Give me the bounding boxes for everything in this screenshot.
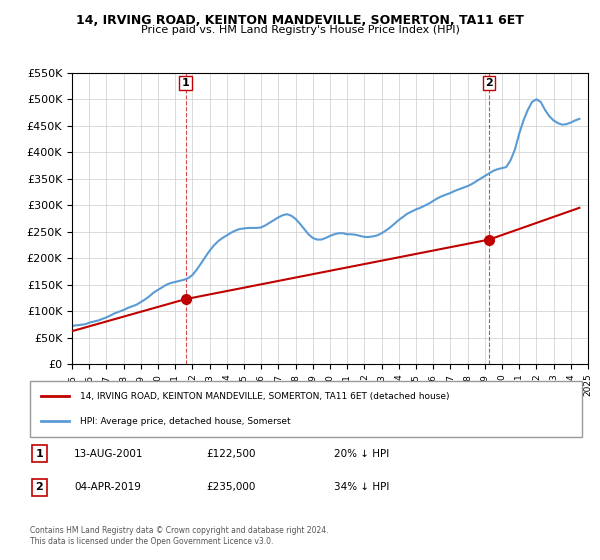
- Text: 2: 2: [35, 482, 43, 492]
- Text: 04-APR-2019: 04-APR-2019: [74, 482, 141, 492]
- Text: 1: 1: [182, 78, 190, 88]
- Text: Price paid vs. HM Land Registry's House Price Index (HPI): Price paid vs. HM Land Registry's House …: [140, 25, 460, 35]
- Text: HPI: Average price, detached house, Somerset: HPI: Average price, detached house, Some…: [80, 417, 290, 426]
- FancyBboxPatch shape: [30, 381, 582, 437]
- Text: 1: 1: [35, 449, 43, 459]
- Text: 13-AUG-2001: 13-AUG-2001: [74, 449, 143, 459]
- Text: 14, IRVING ROAD, KEINTON MANDEVILLE, SOMERTON, TA11 6ET: 14, IRVING ROAD, KEINTON MANDEVILLE, SOM…: [76, 14, 524, 27]
- Text: £122,500: £122,500: [206, 449, 256, 459]
- Text: £235,000: £235,000: [206, 482, 256, 492]
- Text: 34% ↓ HPI: 34% ↓ HPI: [334, 482, 389, 492]
- Text: Contains HM Land Registry data © Crown copyright and database right 2024.
This d: Contains HM Land Registry data © Crown c…: [30, 526, 329, 546]
- Text: 2: 2: [485, 78, 493, 88]
- Text: 14, IRVING ROAD, KEINTON MANDEVILLE, SOMERTON, TA11 6ET (detached house): 14, IRVING ROAD, KEINTON MANDEVILLE, SOM…: [80, 392, 449, 401]
- Text: 20% ↓ HPI: 20% ↓ HPI: [334, 449, 389, 459]
